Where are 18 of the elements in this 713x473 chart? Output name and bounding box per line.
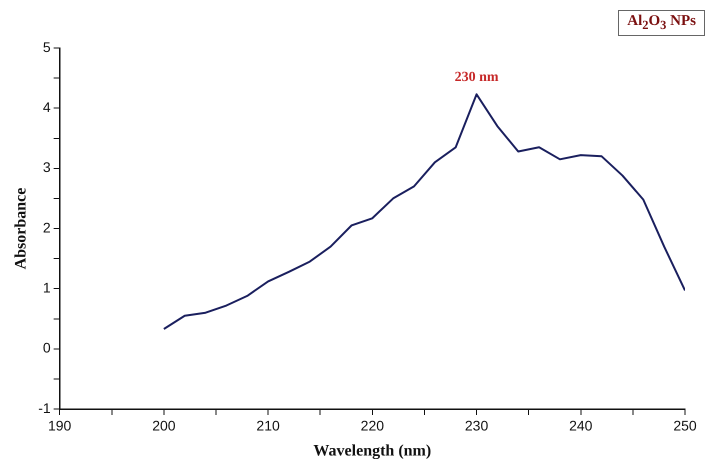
y-axis-title: Absorbance bbox=[12, 188, 30, 270]
x-tick-label: 230 bbox=[464, 417, 488, 434]
y-tick-label: -1 bbox=[38, 400, 51, 416]
x-tick-label: 210 bbox=[256, 417, 280, 434]
y-tick-label: 2 bbox=[42, 219, 51, 236]
y-tick-label: 3 bbox=[42, 159, 51, 176]
x-tick-label: 220 bbox=[360, 417, 384, 434]
y-tick-label: 4 bbox=[42, 99, 51, 116]
x-tick-label: 190 bbox=[48, 417, 72, 434]
annotation: 230 nm bbox=[454, 70, 499, 85]
x-axis-title: Wavelength (nm) bbox=[313, 442, 432, 460]
y-tick-label: 0 bbox=[42, 340, 51, 356]
y-tick-label: 1 bbox=[42, 280, 51, 296]
text: Al$_{2}$O$_{3}$ NPs bbox=[618, 10, 705, 36]
x-tick-label: 250 bbox=[673, 417, 697, 434]
x-tick-label: 240 bbox=[569, 417, 593, 434]
x-tick-label: 200 bbox=[152, 417, 176, 434]
y-tick-label: 5 bbox=[42, 38, 51, 55]
